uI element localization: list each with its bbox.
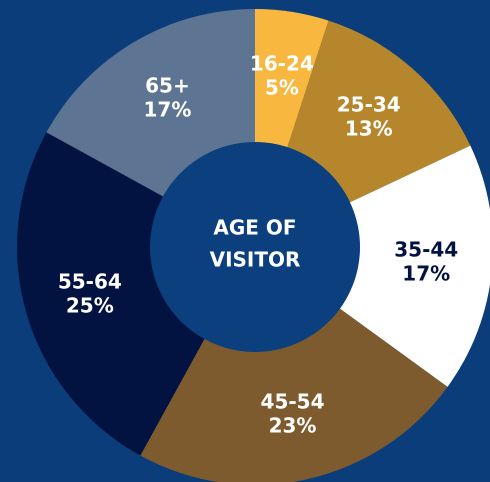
segment-label: 55-64 bbox=[58, 269, 122, 293]
segment bbox=[255, 145, 490, 387]
segment-value: 23% bbox=[269, 413, 317, 437]
donut-hole bbox=[150, 142, 360, 352]
segment bbox=[16, 132, 256, 456]
segment-label: 25-34 bbox=[337, 92, 401, 116]
segment-label: 16-24 bbox=[250, 52, 314, 76]
segment-value: 5% bbox=[265, 76, 299, 100]
segment bbox=[140, 247, 448, 482]
center-title: AGE OF bbox=[213, 216, 296, 240]
center-title: VISITOR bbox=[210, 248, 301, 272]
segment-value: 17% bbox=[144, 97, 192, 121]
segment-value: 25% bbox=[66, 293, 114, 317]
segment-label: 45-54 bbox=[261, 389, 325, 413]
segment-label: 65+ bbox=[145, 73, 190, 97]
segment-value: 17% bbox=[402, 262, 450, 286]
segment-value: 13% bbox=[345, 116, 393, 140]
segment-label: 35-44 bbox=[394, 238, 458, 262]
